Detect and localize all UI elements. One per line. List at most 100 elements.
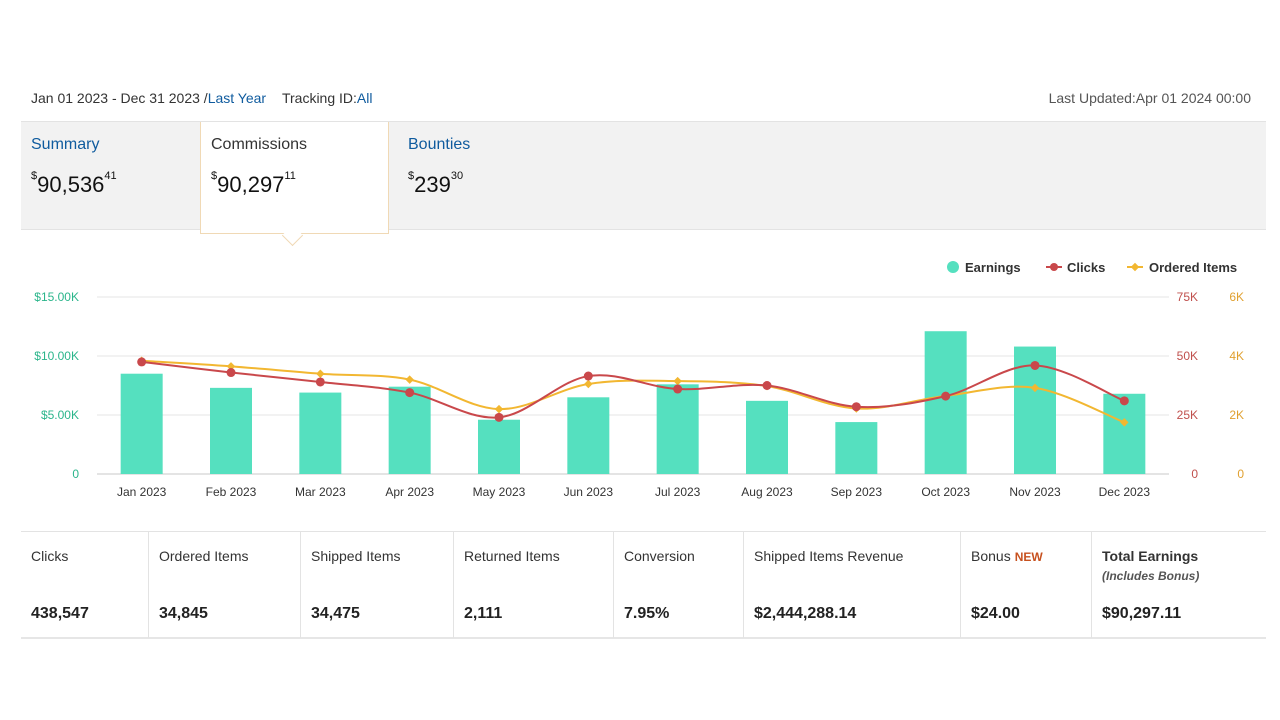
earnings-bar xyxy=(567,397,610,474)
left-axis-tick: $15.00K xyxy=(34,290,79,304)
tab-commissions[interactable]: Commissions $90,29711 xyxy=(200,122,389,247)
tab-summary-label: Summary xyxy=(31,136,100,153)
tracking-label: Tracking ID: xyxy=(281,90,357,106)
date-filter: Jan 01 2023 - Dec 31 2023 /Last Year Tra… xyxy=(31,90,372,106)
earnings-legend-label: Earnings xyxy=(965,260,1021,275)
bonus-label: Bonus xyxy=(971,548,1011,564)
clicks-point xyxy=(583,371,593,381)
stats-bar: Clicks 438,547 Ordered Items 34,845 Ship… xyxy=(21,531,1266,639)
date-range: Jan 01 2023 - Dec 31 2023 / xyxy=(31,90,208,106)
amount-cents: 30 xyxy=(450,170,464,182)
stat-sublabel: (Includes Bonus) xyxy=(1102,569,1200,583)
clicks-point xyxy=(1030,360,1040,370)
earnings-bar xyxy=(835,422,878,474)
clicks-point xyxy=(762,381,772,390)
clicks-point xyxy=(226,368,236,378)
x-axis-label: Jun 2023 xyxy=(564,485,614,499)
tab-bounties[interactable]: Bounties $23930 xyxy=(398,122,578,229)
ordered-axis-tick: 0 xyxy=(1237,467,1244,481)
clicks-legend-label: Clicks xyxy=(1067,260,1105,275)
ordered-items-point xyxy=(316,369,325,378)
left-axis-tick: $5.00K xyxy=(41,408,79,422)
earnings-bar xyxy=(746,400,788,474)
clicks-point xyxy=(851,402,861,412)
clicks-point xyxy=(494,412,504,422)
clicks-point xyxy=(137,357,147,367)
tab-commissions-label: Commissions xyxy=(211,136,308,153)
tab-summary[interactable]: Summary $90,53641 xyxy=(21,122,201,229)
stat-value: $90,297.11 xyxy=(1102,605,1182,622)
amount-cents: 11 xyxy=(284,170,296,182)
currency-symbol: $ xyxy=(408,170,415,182)
amount-whole: 90,536 xyxy=(37,172,105,197)
earnings-bar xyxy=(656,384,699,474)
stat-clicks: Clicks 438,547 xyxy=(21,532,149,638)
ordered-items-legend-icon xyxy=(1130,262,1140,272)
stat-returned-items: Returned Items 2,111 xyxy=(454,532,614,638)
earnings-bar xyxy=(924,331,967,474)
clicks-point xyxy=(315,377,325,387)
tracking-id-link[interactable]: All xyxy=(356,90,373,106)
earnings-bar xyxy=(388,386,431,474)
stat-total-earnings: Total Earnings (Includes Bonus) $90,297.… xyxy=(1092,532,1266,638)
period-link[interactable]: Last Year xyxy=(207,90,267,106)
earnings-bar xyxy=(1103,393,1146,474)
ordered-items-legend-label: Ordered Items xyxy=(1149,260,1237,275)
ordered-axis-tick: 6K xyxy=(1229,290,1244,304)
clicks-axis-tick: 25K xyxy=(1177,408,1198,422)
ordered-items-line xyxy=(141,359,1125,424)
ordered-items-point xyxy=(226,362,236,371)
stat-label: Shipped Items xyxy=(311,548,401,564)
clicks-point xyxy=(1119,396,1129,406)
stat-bonus: Bonus NEW $24.00 xyxy=(961,532,1092,638)
stat-label: Clicks xyxy=(31,548,69,564)
stat-value: $24.00 xyxy=(971,605,1020,622)
currency-symbol: $ xyxy=(31,170,38,182)
clicks-legend-icon xyxy=(1050,263,1058,271)
stat-label: Returned Items xyxy=(464,548,560,564)
x-axis-label: Mar 2023 xyxy=(295,485,346,499)
stat-label: Bonus NEW xyxy=(971,548,1043,564)
x-axis-label: Aug 2023 xyxy=(741,485,793,499)
x-axis-label: Nov 2023 xyxy=(1009,485,1061,499)
stat-value: 34,845 xyxy=(159,605,208,622)
earnings-bar xyxy=(299,392,342,474)
left-axis-tick: 0 xyxy=(72,467,79,481)
clicks-line xyxy=(141,360,1125,419)
stat-label: Total Earnings xyxy=(1102,548,1199,564)
ordered-items-point xyxy=(673,376,682,386)
stat-conversion: Conversion 7.95% xyxy=(614,532,744,638)
stat-value: 438,547 xyxy=(31,605,89,622)
x-axis-label: May 2023 xyxy=(473,485,526,499)
amount-whole: 90,297 xyxy=(217,172,285,197)
stat-value: $2,444,288.14 xyxy=(754,605,857,622)
clicks-axis-tick: 0 xyxy=(1191,467,1198,481)
stat-ordered-items: Ordered Items 34,845 xyxy=(149,532,301,638)
ordered-axis-tick: 2K xyxy=(1229,408,1244,422)
stat-shipped-items: Shipped Items 34,475 xyxy=(301,532,454,638)
x-axis-label: Jul 2023 xyxy=(655,485,701,499)
x-axis-label: Feb 2023 xyxy=(206,485,257,499)
stat-value: 7.95% xyxy=(624,605,670,622)
earnings-bar xyxy=(478,419,520,474)
tab-summary-amount: $90,53641 xyxy=(31,170,117,198)
stat-shipped-revenue: Shipped Items Revenue $2,444,288.14 xyxy=(744,532,961,638)
clicks-axis-tick: 75K xyxy=(1177,290,1198,304)
tab-bounties-amount: $23930 xyxy=(408,170,464,198)
ordered-items-point xyxy=(405,375,414,384)
clicks-point xyxy=(673,384,683,394)
earnings-legend-icon xyxy=(947,261,959,273)
earnings-bar xyxy=(210,387,252,474)
tab-bounties-label: Bounties xyxy=(408,136,471,153)
ordered-items-point xyxy=(494,404,504,414)
stat-label: Shipped Items Revenue xyxy=(754,548,904,564)
ordered-items-point xyxy=(584,379,593,389)
tab-commissions-amount: $90,29711 xyxy=(211,170,296,198)
stat-value: 2,111 xyxy=(464,605,503,622)
x-axis-label: Oct 2023 xyxy=(921,485,970,499)
left-axis-tick: $10.00K xyxy=(34,349,79,363)
summary-tabs: Summary $90,53641 Commissions $90,29711 … xyxy=(21,121,1266,247)
ordered-axis-tick: 4K xyxy=(1229,349,1244,363)
chart-svg: 0 0 0 $5.00K 25K 2K $10.00K 50K 4K $15.00K 75K 6K Ja… xyxy=(34,260,1244,499)
